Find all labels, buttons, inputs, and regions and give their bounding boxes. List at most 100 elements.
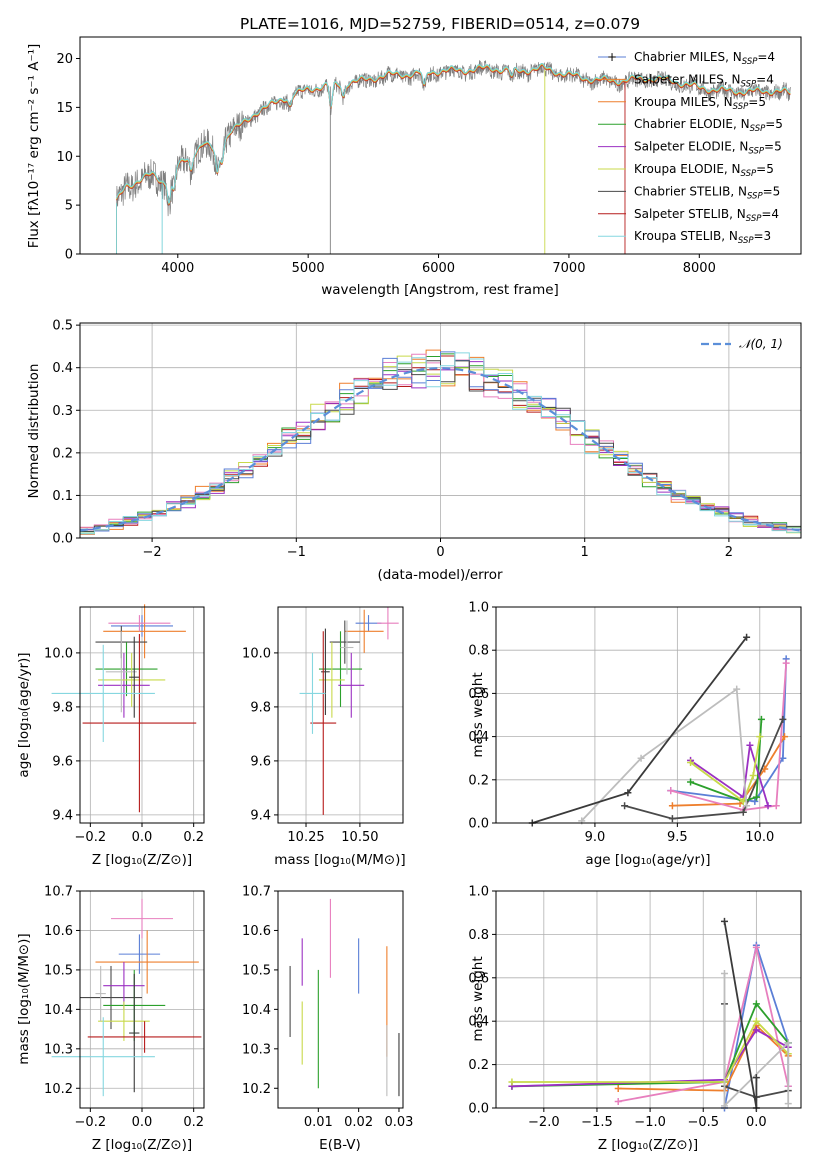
weight-point-marker	[752, 1000, 760, 1008]
y-tick-label: 9.6	[250, 754, 271, 769]
weight-point-marker	[687, 778, 695, 786]
weight-vs-age-panel: 9.0 9.5 10.0 0.0 0.2 0.4 0.6 0.8 1.0 age [log₁₀(…	[468, 601, 802, 868]
age-vs-mass-xlabel: mass [log₁₀(M/M⊙)]	[274, 852, 405, 868]
weight-point-marker	[743, 633, 751, 641]
legend-entry: Kroupa MILES, NSSP=5	[634, 95, 766, 112]
weight-series-line	[689, 736, 761, 803]
age-vs-mass-panel: 10.25 10.50 9.4 9.6 9.8 10.0 mass [log₁₀(M/M⊙…	[242, 606, 406, 868]
weight-series-line	[689, 744, 769, 806]
x-tick-label: 0.0	[746, 1115, 767, 1130]
residual-xlabel: (data-model)/error	[377, 567, 503, 583]
weight-vs-age-ylabel: mass weight	[470, 672, 486, 757]
residual-panel: −2 −1 0 1 2 0.0 0.1 0.2 0.3 0.4 0.5 𝒩(0, 1) (data-…	[26, 319, 802, 583]
weight-point-marker	[720, 969, 728, 977]
x-tick-label: −0.5	[687, 1115, 719, 1130]
weight-vs-age-frame	[495, 606, 802, 824]
spectrum-legend: + Chabrier MILES, NSSP=4 Salpeter MILES, N…	[598, 50, 783, 246]
y-tick-label: 0.4	[468, 1015, 489, 1030]
mass-vs-metallicity-ylabel: mass [log₁₀(M/M⊙)]	[16, 933, 32, 1064]
age-vs-mass-frame	[277, 606, 404, 824]
y-tick-label: 0.4	[52, 361, 73, 376]
weight-series-line	[670, 658, 788, 803]
x-tick-label: 0	[436, 545, 444, 560]
x-tick-label: 0.03	[384, 1115, 413, 1130]
x-tick-label: 6000	[422, 261, 455, 276]
weight-point-marker	[757, 715, 765, 723]
weight-point-marker	[749, 771, 757, 779]
spectrum-ticks: 4000 5000 6000 7000 8000 0 5 10 15 20	[56, 52, 715, 276]
y-tick-label: 0.8	[468, 928, 489, 943]
y-tick-label: 0.4	[468, 730, 489, 745]
x-tick-label: 0.2	[183, 1115, 204, 1130]
weight-vs-metallicity-panel: −2.0 −1.5 −1.0 −0.5 0.0 0.0 0.2 0.4 0.6 0.8 1.0 Z …	[468, 885, 802, 1153]
weight-point-marker	[772, 802, 780, 810]
legend-entry: Salpeter MILES, NSSP=4	[634, 72, 774, 89]
x-tick-label: 8000	[683, 261, 716, 276]
x-tick-label: 0.0	[132, 830, 153, 845]
weight-vs-metallicity-frame	[495, 890, 802, 1109]
y-tick-label: 1.0	[468, 601, 489, 616]
residual-frame	[79, 322, 802, 539]
x-tick-label: 9.0	[585, 830, 606, 845]
y-tick-label: 10.4	[242, 1003, 271, 1018]
y-tick-label: 10	[56, 150, 73, 165]
mass-vs-reddening-xlabel: E(B-V)	[319, 1137, 361, 1153]
weight-series-line	[670, 663, 788, 811]
age-vs-metallicity-frame	[79, 606, 205, 824]
y-tick-label: 0.3	[52, 404, 73, 419]
weight-point-marker	[687, 759, 695, 767]
weight-point-marker	[637, 754, 645, 762]
weight-series-line	[581, 687, 748, 822]
legend-marker: +	[607, 50, 617, 64]
x-tick-label: 10.0	[745, 830, 774, 845]
weight-series-line	[624, 718, 784, 820]
weight-point-marker	[720, 917, 728, 925]
weight-point-marker	[667, 787, 675, 795]
y-tick-label: 10.3	[242, 1042, 271, 1057]
weight-point-marker	[779, 754, 787, 762]
x-tick-label: −2.0	[528, 1115, 560, 1130]
weight-point-marker	[782, 659, 790, 667]
weight-point-marker	[739, 808, 747, 816]
y-tick-label: 0.6	[468, 687, 489, 702]
weight-point-marker	[756, 733, 764, 741]
mass-vs-reddening-frame	[277, 890, 404, 1109]
weight-point-marker	[784, 1100, 792, 1108]
y-tick-label: 15	[56, 101, 73, 116]
y-tick-label: 0.0	[468, 1102, 489, 1117]
x-tick-label: 4000	[161, 261, 194, 276]
spectrum-title: PLATE=1016, MJD=52759, FIBERID=0514, z=0…	[240, 15, 640, 33]
mass-vs-metallicity-frame	[79, 890, 205, 1109]
mass-vs-metallicity-panel: −0.2 0.0 0.2 10.2 10.3 10.4 10.5 10.6 10.7 Z [lo…	[16, 885, 205, 1153]
y-tick-label: 10.7	[242, 885, 271, 900]
x-tick-label: 10.50	[341, 830, 378, 845]
weight-point-marker	[784, 1039, 792, 1047]
x-tick-label: 9.5	[667, 830, 688, 845]
mass-vs-reddening-panel: 0.01 0.02 0.03 10.2 10.3 10.4 10.5 10.6 10.7 E(B…	[242, 885, 413, 1154]
gaussian-curve	[79, 367, 802, 532]
residual-ylabel: Normed distribution	[26, 364, 42, 499]
y-tick-label: 0.8	[468, 644, 489, 659]
y-tick-label: 0.2	[468, 773, 489, 788]
weight-point-marker	[779, 715, 787, 723]
weight-point-marker	[752, 1017, 760, 1025]
residual-grid: −2 −1 0 1 2 0.0 0.1 0.2 0.3 0.4 0.5	[52, 319, 801, 560]
weight-point-marker	[752, 793, 760, 801]
weight-vs-age-xlabel: age [log₁₀(age/yr)]	[585, 852, 710, 868]
weight-point-marker	[746, 741, 754, 749]
weight-point-marker	[764, 802, 772, 810]
age-vs-metallicity-ylabel: age [log₁₀(age/yr)]	[16, 652, 32, 777]
weight-point-marker	[781, 733, 789, 741]
weight-point-marker	[508, 1078, 516, 1086]
weight-series-line	[511, 1019, 789, 1083]
weight-series-line	[672, 736, 786, 807]
weight-point-marker	[668, 802, 676, 810]
weight-series-line	[618, 1023, 789, 1092]
y-tick-label: 0.0	[468, 817, 489, 832]
y-tick-label: 20	[56, 52, 73, 67]
legend-entry: Salpeter ELODIE, NSSP=5	[634, 140, 782, 157]
y-tick-label: 9.4	[52, 808, 73, 823]
age-vs-metallicity-xlabel: Z [log₁₀(Z/Z⊙)]	[92, 852, 192, 868]
x-tick-label: 0.2	[183, 830, 204, 845]
weight-point-marker	[752, 1074, 760, 1082]
